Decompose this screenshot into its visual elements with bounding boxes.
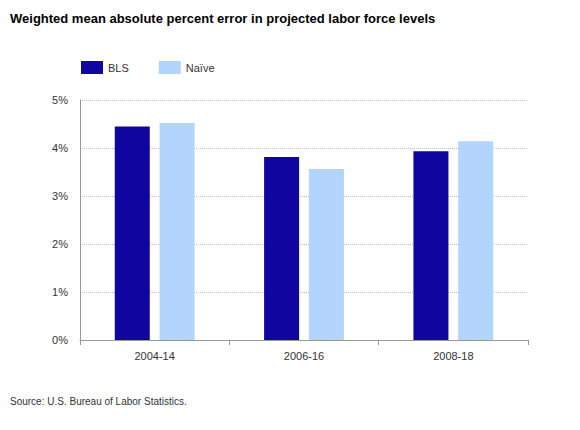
svg-text:Source: U.S. Bureau of Labor S: Source: U.S. Bureau of Labor Statistics. [10, 396, 187, 407]
svg-text:5%: 5% [52, 94, 68, 106]
svg-text:Naïve: Naïve [186, 62, 215, 74]
svg-text:2004-14: 2004-14 [134, 350, 174, 362]
svg-text:Weighted mean absolute percent: Weighted mean absolute percent error in … [10, 11, 435, 26]
svg-text:4%: 4% [52, 142, 68, 154]
svg-text:1%: 1% [52, 286, 68, 298]
svg-text:2%: 2% [52, 238, 68, 250]
svg-text:0%: 0% [52, 334, 68, 346]
svg-text:3%: 3% [52, 190, 68, 202]
svg-text:BLS: BLS [108, 62, 129, 74]
svg-text:2008-18: 2008-18 [433, 350, 473, 362]
svg-text:2006-16: 2006-16 [284, 350, 324, 362]
